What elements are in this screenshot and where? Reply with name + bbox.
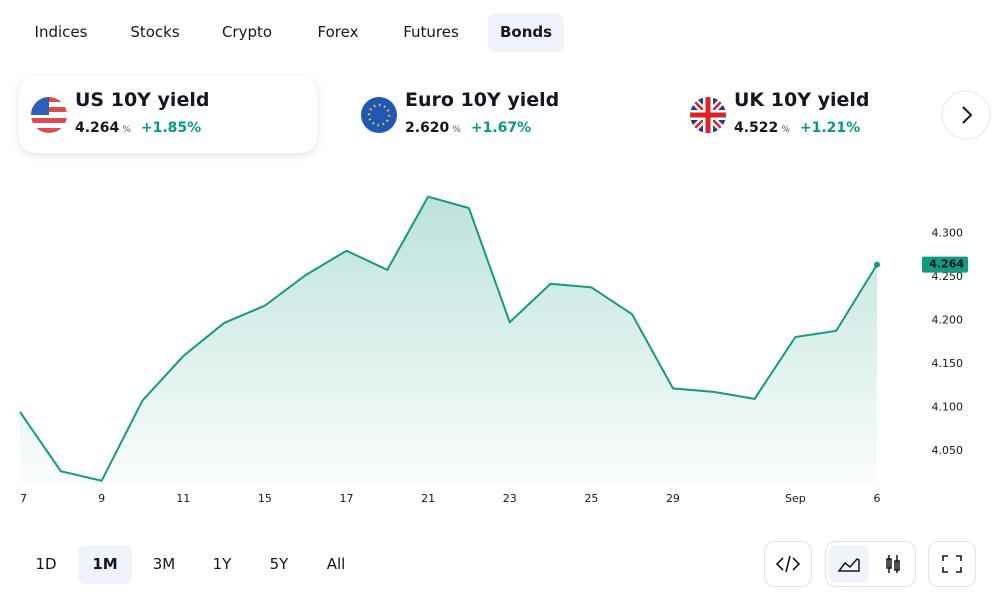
range-button[interactable]: 5Y: [255, 545, 303, 584]
tab[interactable]: Indices: [22, 13, 100, 52]
range-button[interactable]: 1M: [78, 545, 132, 584]
last-value-label: 4.264: [929, 258, 964, 271]
code-icon: [765, 542, 811, 586]
x-tick-label: 7: [20, 492, 27, 505]
x-tick-label: 17: [339, 492, 353, 505]
card-quote: 4.522% +1.21%: [734, 120, 860, 136]
y-tick-label: 4.150: [932, 357, 964, 370]
x-tick-label: 9: [98, 492, 105, 505]
card-unit: %: [452, 125, 461, 135]
x-tick-label: 15: [258, 492, 272, 505]
card-quote: 4.264% +1.85%: [75, 120, 201, 136]
card-unit: %: [122, 125, 131, 135]
fullscreen-button[interactable]: [928, 541, 976, 587]
x-tick-label: 11: [176, 492, 190, 505]
embed-button[interactable]: [764, 541, 812, 587]
x-tick-label: 23: [503, 492, 517, 505]
yield-card[interactable]: UK 10Y yield 4.522% +1.21%: [678, 77, 976, 153]
y-tick-label: 4.050: [932, 444, 964, 457]
y-tick-label: 4.300: [932, 226, 964, 239]
style-icons: [826, 542, 915, 586]
x-tick-label: Sep: [785, 492, 806, 505]
area: [20, 197, 877, 486]
range-button[interactable]: 3M: [140, 545, 188, 584]
x-tick-label: 21: [421, 492, 435, 505]
card-title: Euro 10Y yield: [405, 89, 559, 111]
candle-style[interactable]: [887, 555, 899, 573]
card-value: 4.522: [734, 120, 778, 136]
area-style[interactable]: [829, 545, 869, 583]
tab[interactable]: Crypto: [210, 13, 284, 52]
card-value: 4.264: [75, 120, 119, 136]
y-tick-label: 4.100: [932, 401, 964, 414]
card-change: +1.67%: [471, 120, 531, 136]
card-title: US 10Y yield: [75, 89, 209, 111]
card-change: +1.21%: [800, 120, 860, 136]
range-button[interactable]: All: [312, 545, 360, 584]
flag-eu: [361, 97, 397, 133]
card-change: +1.85%: [141, 120, 201, 136]
card-title: UK 10Y yield: [734, 89, 869, 111]
last-point: [874, 262, 880, 268]
card-value: 2.620: [405, 120, 449, 136]
x-tick-label: 6: [874, 492, 881, 505]
fullscreen-icon: [929, 542, 975, 586]
yield-card[interactable]: US 10Y yield 4.264% +1.85%: [19, 77, 317, 153]
yield-card[interactable]: Euro 10Y yield 2.620% +1.67%: [349, 77, 647, 153]
card-unit: %: [781, 125, 790, 135]
x-tick-label: 25: [584, 492, 598, 505]
y-tick-label: 4.200: [932, 313, 964, 326]
x-tick-label: 29: [666, 492, 680, 505]
range-button[interactable]: 1Y: [198, 545, 246, 584]
tab[interactable]: Futures: [390, 13, 472, 52]
tab[interactable]: Forex: [304, 13, 372, 52]
chart-style-group: [825, 541, 916, 587]
next-button[interactable]: [938, 87, 996, 145]
flag-us: [31, 97, 67, 133]
range-button[interactable]: 1D: [22, 545, 70, 584]
tab[interactable]: Stocks: [118, 13, 192, 52]
tab[interactable]: Bonds: [488, 13, 564, 52]
flag-uk: [690, 97, 726, 133]
card-quote: 2.620% +1.67%: [405, 120, 531, 136]
